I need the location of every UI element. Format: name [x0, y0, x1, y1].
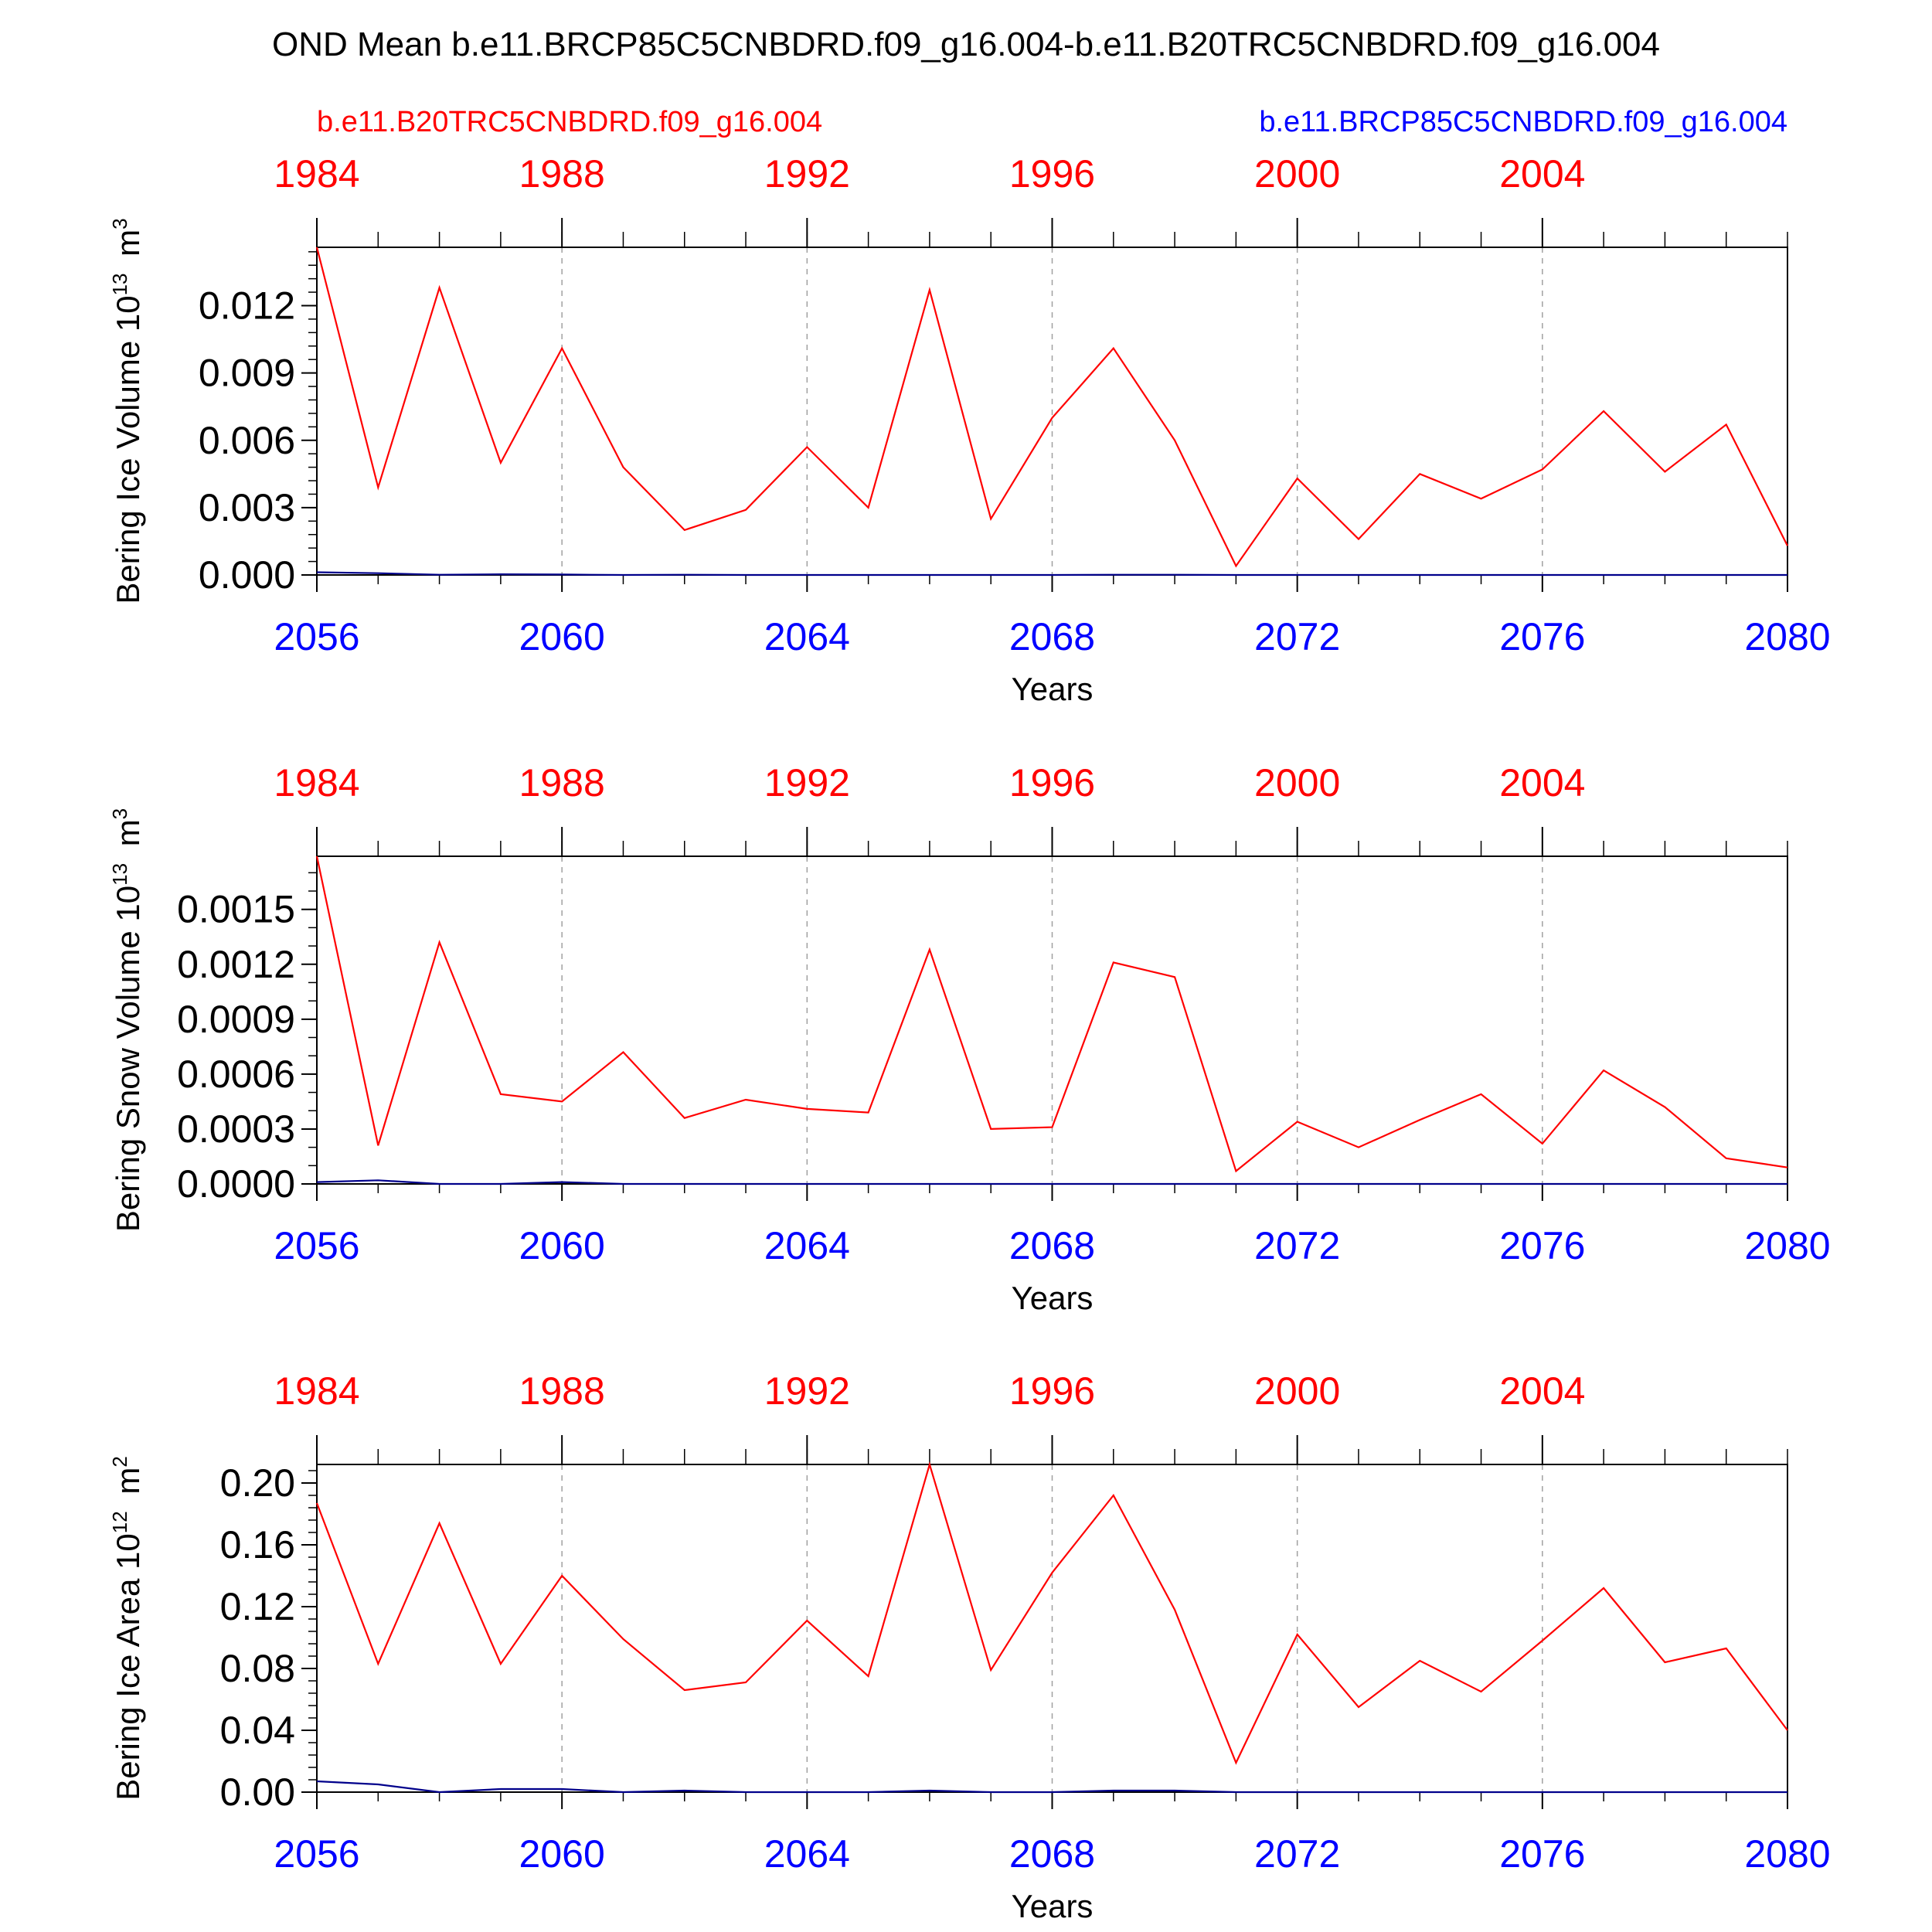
top-x-tick-label: 1984 [274, 152, 359, 196]
top-x-tick-label: 1988 [519, 152, 605, 196]
y-axis-title-unit-exponent: 2 [108, 1456, 131, 1467]
x-tick-label: 2076 [1499, 1224, 1585, 1267]
x-tick-label: 2064 [764, 1832, 850, 1876]
y-axis-title-unit-exponent: 3 [108, 218, 131, 229]
y-axis-title: Bering Snow Volume 1013 m3 [108, 808, 146, 1232]
top-x-tick-label: 2004 [1499, 1369, 1585, 1413]
y-tick-label: 0.08 [220, 1647, 295, 1690]
top-x-tick-label: 1988 [519, 761, 605, 804]
y-tick-label: 0.009 [199, 352, 295, 395]
y-tick-label: 0.006 [199, 419, 295, 462]
x-tick-label: 2080 [1744, 1224, 1830, 1267]
y-axis-title-unit-exponent: 3 [108, 808, 131, 819]
series-line-future [316, 1179, 1787, 1185]
x-tick-label: 2056 [274, 615, 359, 658]
top-x-tick-label: 1988 [519, 1369, 605, 1413]
x-tick-label: 2060 [519, 1832, 605, 1876]
y-axis-title-main: Bering Ice Area 10 [110, 1533, 146, 1801]
y-tick-label: 0.0012 [177, 943, 295, 986]
top-x-tick-label: 2004 [1499, 152, 1585, 196]
y-tick-label: 0.12 [220, 1585, 295, 1628]
top-x-tick-label: 2000 [1254, 761, 1340, 804]
x-tick-label: 2072 [1254, 1832, 1340, 1876]
x-tick-label: 2068 [1009, 1224, 1095, 1267]
top-x-tick-label: 1984 [274, 761, 359, 804]
series-line-control [315, 855, 1788, 1173]
y-axis-title-unit: m [110, 230, 146, 266]
top-x-tick-label: 2004 [1499, 761, 1585, 804]
y-tick-label: 0.000 [199, 553, 295, 597]
top-x-tick-label: 1996 [1009, 1369, 1095, 1413]
series-line-future [316, 1780, 1787, 1794]
y-tick-label: 0.00 [220, 1770, 295, 1814]
x-tick-label: 2076 [1499, 1832, 1585, 1876]
top-x-tick-label: 1992 [764, 1369, 850, 1413]
x-tick-label: 2080 [1744, 615, 1830, 658]
x-tick-label: 2072 [1254, 615, 1340, 658]
x-tick-label: 2068 [1009, 615, 1095, 658]
y-axis-title-main: Bering Snow Volume 10 [110, 886, 146, 1232]
legend-future-label: b.e11.BRCP85C5CNBDRD.f09_g16.004 [1259, 106, 1787, 138]
y-tick-label: 0.0006 [177, 1053, 295, 1096]
x-tick-label: 2068 [1009, 1832, 1095, 1876]
y-tick-label: 0.20 [220, 1461, 295, 1505]
y-axis-title-main: Bering Ice Volume 10 [110, 295, 146, 604]
x-tick-label: 2064 [764, 1224, 850, 1267]
top-x-tick-label: 1996 [1009, 152, 1095, 196]
top-x-tick-label: 1996 [1009, 761, 1095, 804]
y-axis-title-unit: m [110, 819, 146, 855]
y-tick-label: 0.003 [199, 486, 295, 529]
y-tick-label: 0.0000 [177, 1162, 295, 1206]
top-x-tick-label: 1984 [274, 1369, 359, 1413]
chart-panel-1: 0.000 0.003 0.006 0.009 0.012 2056 2060 2064 206… [108, 152, 1831, 707]
y-axis-title-exponent: 13 [108, 863, 131, 886]
y-axis-title-exponent: 13 [108, 273, 131, 295]
x-tick-label: 2064 [764, 615, 850, 658]
x-tick-label: 2060 [519, 1224, 605, 1267]
y-tick-label: 0.012 [199, 284, 295, 328]
y-tick-label: 0.16 [220, 1523, 295, 1566]
y-axis-title-unit: m [110, 1468, 146, 1504]
x-tick-label: 2072 [1254, 1224, 1340, 1267]
x-axis-title: Years [1012, 1280, 1094, 1316]
x-tick-label: 2080 [1744, 1832, 1830, 1876]
y-tick-label: 0.0003 [177, 1107, 295, 1151]
y-axis-title: Bering Ice Volume 1013 m3 [108, 218, 146, 604]
top-x-tick-label: 1992 [764, 152, 850, 196]
y-tick-label: 0.0015 [177, 888, 295, 931]
series-line-control [315, 1461, 1788, 1765]
y-axis-title-exponent: 12 [108, 1511, 131, 1533]
top-x-tick-label: 2000 [1254, 1369, 1340, 1413]
legend-control-label: b.e11.B20TRC5CNBDRD.f09_g16.004 [317, 106, 822, 138]
x-tick-label: 2060 [519, 615, 605, 658]
x-axis-title: Years [1012, 1888, 1094, 1924]
y-tick-label: 0.04 [220, 1709, 295, 1752]
series-line-control [315, 247, 1788, 568]
x-tick-label: 2076 [1499, 615, 1585, 658]
x-axis-title: Years [1012, 671, 1094, 707]
chart-panel-2: 0.0000 0.0003 0.0006 0.0009 0.0012 0.0015 2056… [108, 761, 1831, 1316]
x-tick-label: 2056 [274, 1224, 359, 1267]
x-tick-label: 2056 [274, 1832, 359, 1876]
top-x-tick-label: 2000 [1254, 152, 1340, 196]
series-line-future [316, 571, 1787, 577]
top-x-tick-label: 1992 [764, 761, 850, 804]
figure-title: OND Mean b.e11.BRCP85C5CNBDRD.f09_g16.00… [272, 26, 1660, 63]
y-axis-title: Bering Ice Area 1012 m2 [108, 1456, 146, 1801]
y-tick-label: 0.0009 [177, 998, 295, 1041]
chart-panel-3: 0.00 0.04 0.08 0.12 0.16 0.20 2056 2060 2064 2068… [108, 1369, 1831, 1924]
